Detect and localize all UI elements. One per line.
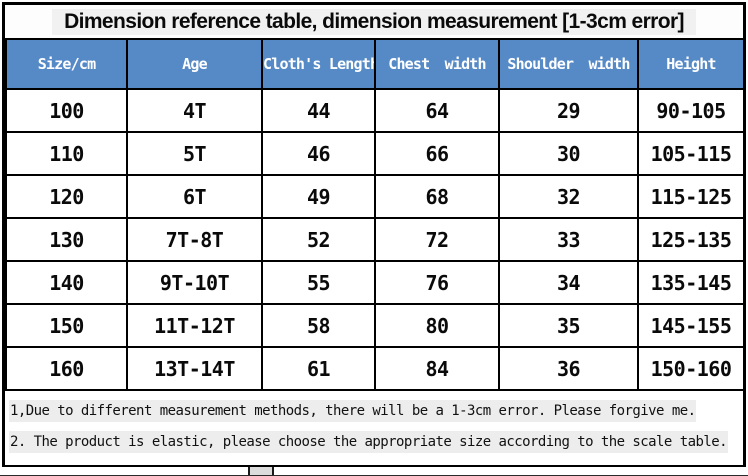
cell-size: 130 <box>5 217 128 262</box>
cell-height: 115-125 <box>637 174 745 219</box>
cell-age: 9T-10T <box>126 260 263 305</box>
cell-cloth-length: 61 <box>261 346 376 391</box>
cell-height: 125-135 <box>637 217 745 262</box>
dimension-table: Size/cm Age Cloth's Length Chest width S… <box>5 38 745 391</box>
table-row: 150 11T-12T 58 80 35 145-155 <box>5 303 745 348</box>
cell-age: 11T-12T <box>126 303 263 348</box>
cell-height: 105-115 <box>637 131 745 176</box>
note-measurement-error: 1,Due to different measurement methods, … <box>9 399 739 422</box>
cell-cloth-length: 58 <box>261 303 376 348</box>
cell-age: 7T-8T <box>126 217 263 262</box>
cell-chest-width: 84 <box>374 346 500 391</box>
title-bar: Dimension reference table, dimension mea… <box>5 5 743 38</box>
chart-outer-border: Dimension reference table, dimension mea… <box>2 2 746 467</box>
cell-shoulder-width: 30 <box>498 131 639 176</box>
column-header-chest-width: Chest width <box>374 38 500 90</box>
cell-age: 5T <box>126 131 263 176</box>
cell-size: 150 <box>5 303 128 348</box>
cell-cloth-length: 46 <box>261 131 376 176</box>
cell-size: 120 <box>5 174 128 219</box>
cell-height: 90-105 <box>637 88 745 133</box>
note-elastic-product: 2. The product is elastic, please choose… <box>9 430 739 453</box>
cell-shoulder-width: 33 <box>498 217 639 262</box>
cell-shoulder-width: 29 <box>498 88 639 133</box>
cell-size: 160 <box>5 346 128 391</box>
table-row: 130 7T-8T 52 72 33 125-135 <box>5 217 745 262</box>
bottom-strip <box>0 467 748 476</box>
table-header-row: Size/cm Age Cloth's Length Chest width S… <box>5 38 745 90</box>
cell-cloth-length: 55 <box>261 260 376 305</box>
cutoff-cell-fragment <box>248 467 274 476</box>
cell-cloth-length: 44 <box>261 88 376 133</box>
table-row: 140 9T-10T 55 76 34 135-145 <box>5 260 745 305</box>
table-row: 160 13T-14T 61 84 36 150-160 <box>5 346 745 391</box>
table-row: 110 5T 46 66 30 105-115 <box>5 131 745 176</box>
cell-chest-width: 64 <box>374 88 500 133</box>
column-header-cloth-length: Cloth's Length <box>261 38 376 90</box>
cell-chest-width: 68 <box>374 174 500 219</box>
cell-cloth-length: 49 <box>261 174 376 219</box>
notes-section: 1,Due to different measurement methods, … <box>5 391 743 465</box>
cell-shoulder-width: 35 <box>498 303 639 348</box>
cell-cloth-length: 52 <box>261 217 376 262</box>
cell-height: 150-160 <box>637 346 745 391</box>
cell-size: 140 <box>5 260 128 305</box>
column-header-height: Height <box>637 38 745 90</box>
cell-chest-width: 66 <box>374 131 500 176</box>
cell-chest-width: 76 <box>374 260 500 305</box>
cell-height: 135-145 <box>637 260 745 305</box>
column-header-shoulder-width: Shoulder width <box>498 38 639 90</box>
cell-size: 110 <box>5 131 128 176</box>
cell-age: 13T-14T <box>126 346 263 391</box>
column-header-size: Size/cm <box>5 38 128 90</box>
table-row: 100 4T 44 64 29 90-105 <box>5 88 745 133</box>
cell-chest-width: 80 <box>374 303 500 348</box>
cell-age: 4T <box>126 88 263 133</box>
cell-shoulder-width: 32 <box>498 174 639 219</box>
column-header-age: Age <box>126 38 263 90</box>
cell-chest-width: 72 <box>374 217 500 262</box>
cell-height: 145-155 <box>637 303 745 348</box>
cell-size: 100 <box>5 88 128 133</box>
cell-shoulder-width: 36 <box>498 346 639 391</box>
cell-shoulder-width: 34 <box>498 260 639 305</box>
cell-age: 6T <box>126 174 263 219</box>
table-row: 120 6T 49 68 32 115-125 <box>5 174 745 219</box>
page-title: Dimension reference table, dimension mea… <box>52 8 696 35</box>
